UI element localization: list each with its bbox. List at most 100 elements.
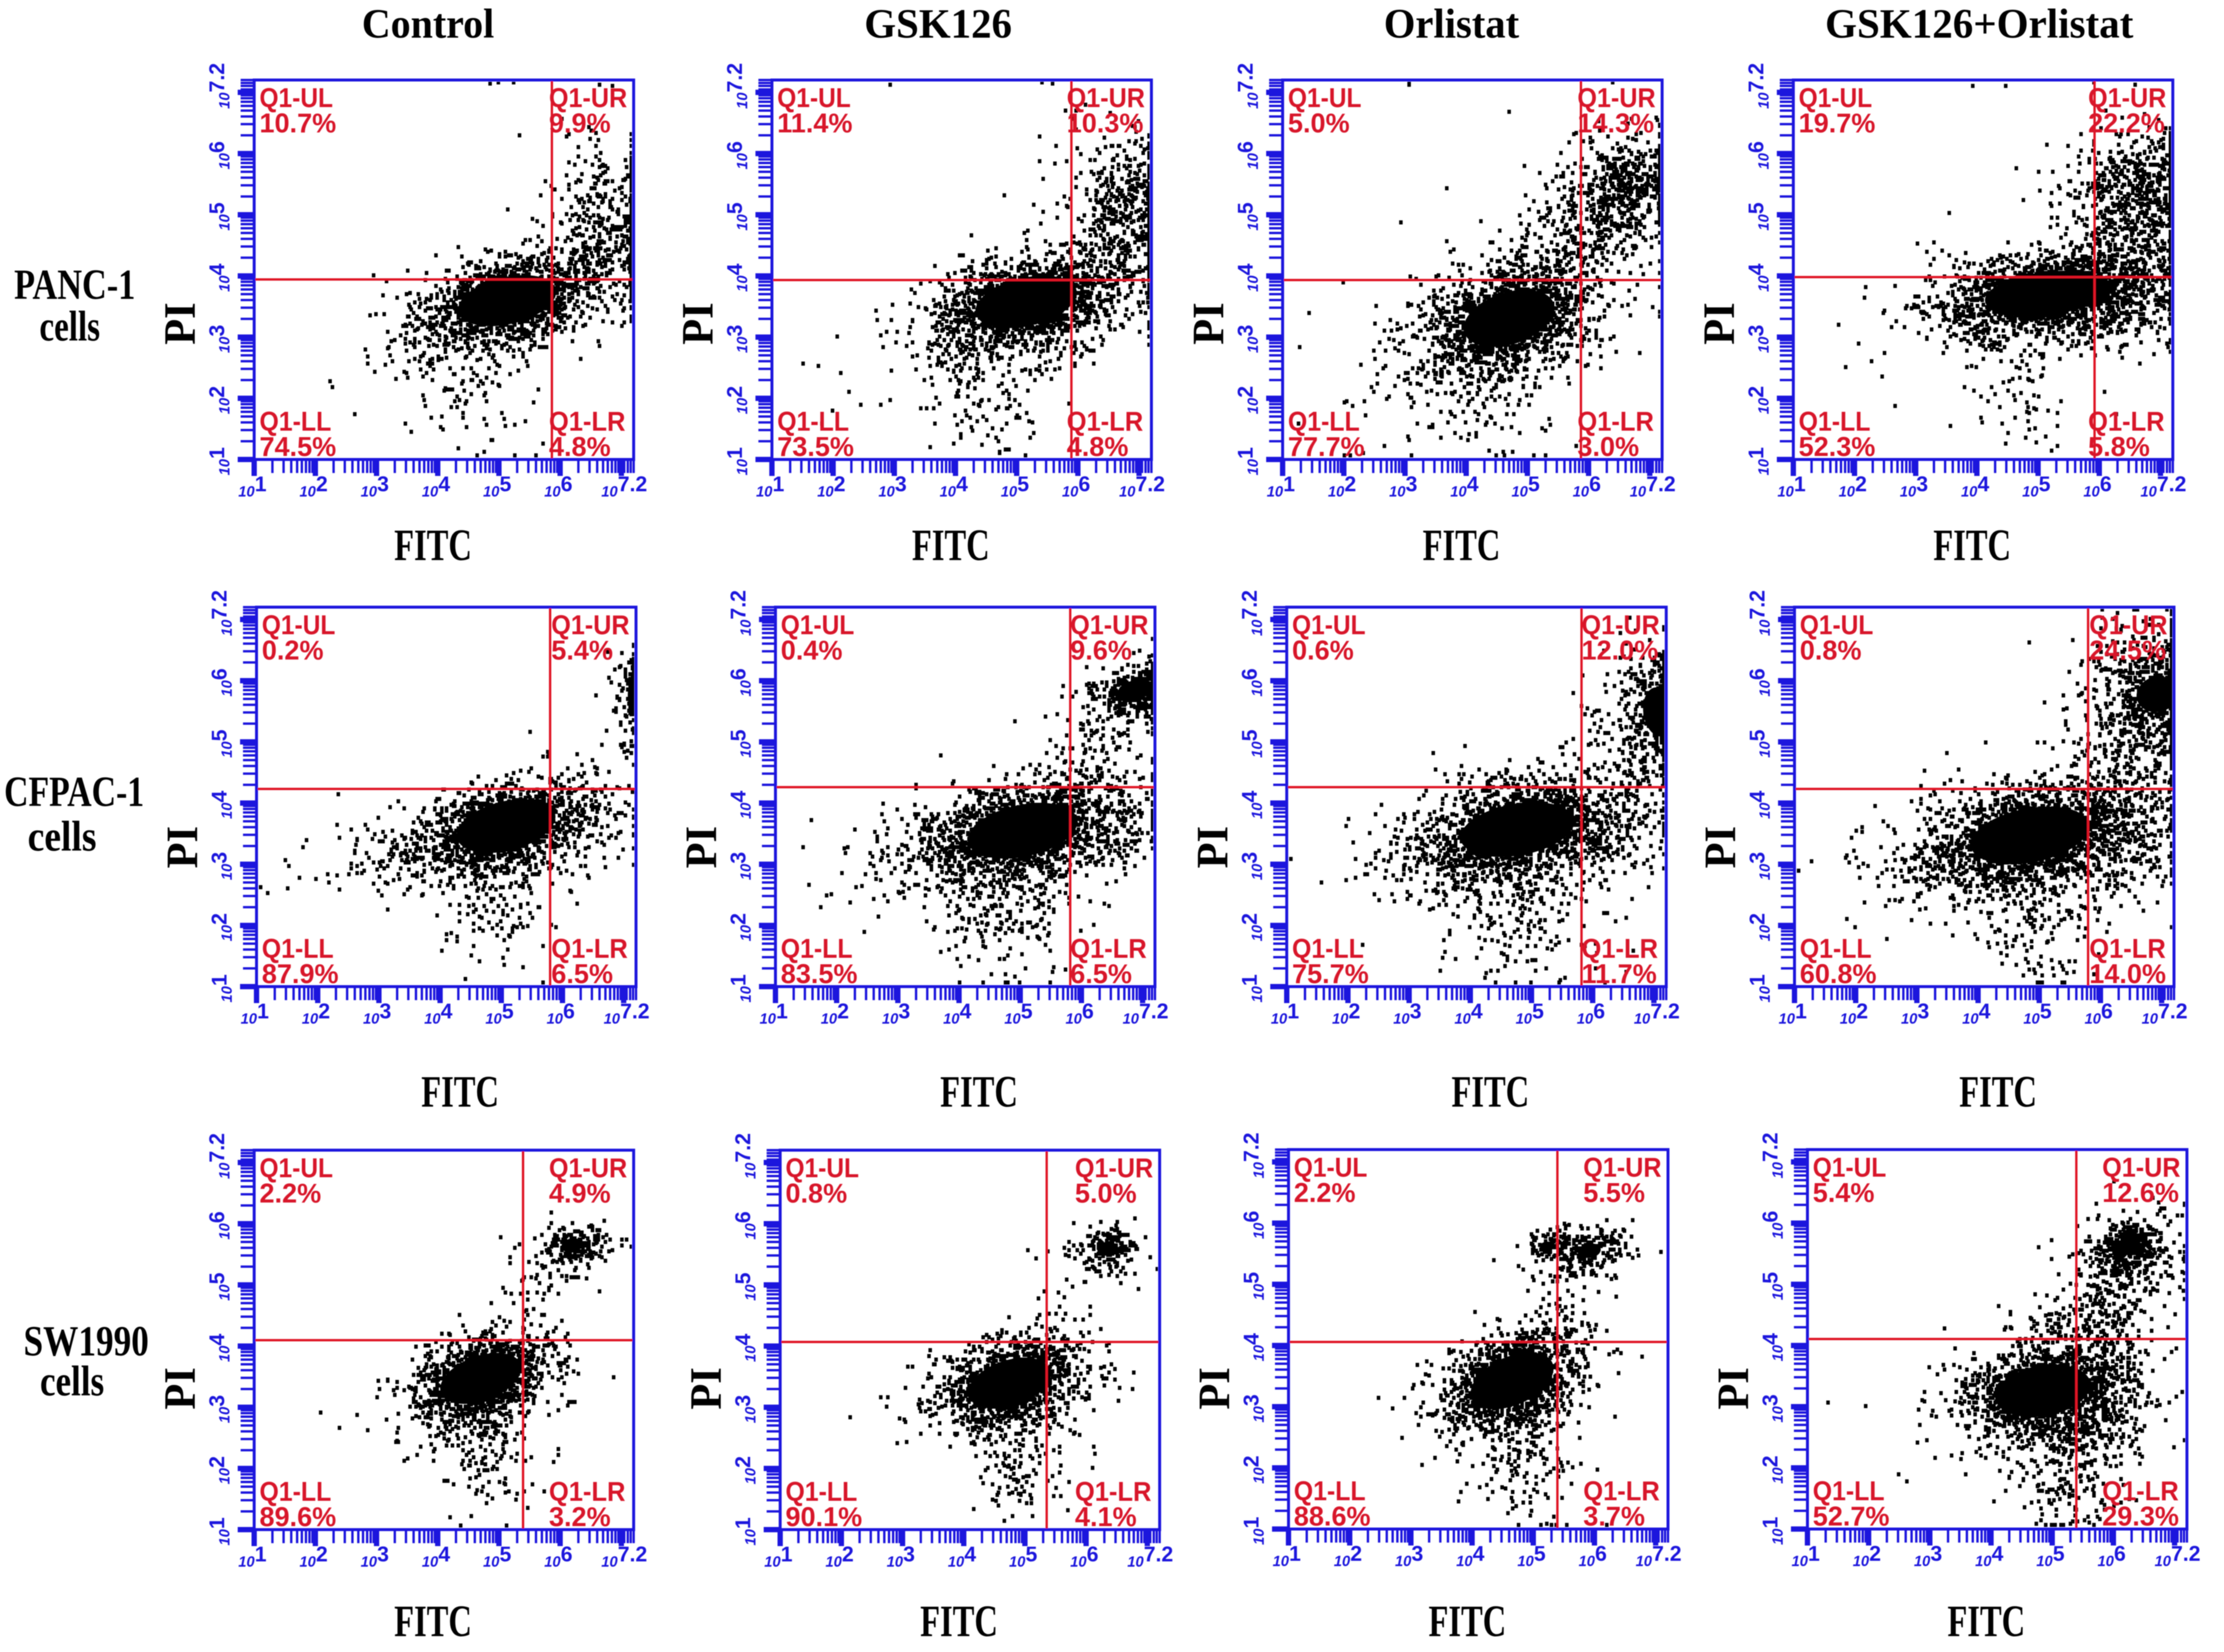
svg-text:10: 10	[1636, 1553, 1652, 1570]
svg-text:10: 10	[1961, 484, 1977, 500]
svg-text:4: 4	[1992, 1541, 2003, 1566]
svg-text:5.4%: 5.4%	[1813, 1177, 1875, 1208]
svg-text:10: 10	[1251, 1345, 1267, 1361]
svg-text:4: 4	[1744, 264, 1768, 275]
svg-text:2: 2	[318, 999, 330, 1023]
svg-text:10: 10	[738, 620, 754, 636]
svg-text:5: 5	[726, 730, 750, 741]
svg-text:6: 6	[1237, 668, 1261, 680]
svg-text:6.5%: 6.5%	[1070, 958, 1132, 989]
svg-text:10: 10	[1334, 1553, 1350, 1570]
svg-text:10: 10	[219, 680, 235, 697]
svg-text:10: 10	[1770, 1223, 1786, 1239]
svg-text:6: 6	[731, 1211, 755, 1223]
svg-text:7.2: 7.2	[731, 1133, 755, 1163]
svg-text:10: 10	[361, 1554, 377, 1570]
svg-text:7.2: 7.2	[1652, 1541, 1682, 1566]
svg-text:10: 10	[238, 1554, 255, 1570]
svg-text:10: 10	[1245, 214, 1261, 231]
svg-text:5: 5	[1534, 1541, 1546, 1566]
svg-text:10: 10	[219, 620, 235, 636]
svg-text:6: 6	[1744, 141, 1768, 153]
svg-text:3: 3	[205, 1395, 229, 1407]
svg-text:5.0%: 5.0%	[1288, 108, 1350, 138]
svg-text:1: 1	[1283, 472, 1295, 496]
svg-text:10: 10	[1251, 1528, 1267, 1545]
svg-text:10: 10	[1757, 802, 1773, 819]
svg-text:1: 1	[255, 1542, 267, 1566]
svg-text:5: 5	[1239, 1272, 1263, 1284]
svg-text:FITC: FITC	[1947, 1597, 2025, 1646]
svg-text:7.2: 7.2	[207, 590, 231, 620]
svg-text:1: 1	[1758, 1517, 1782, 1528]
svg-text:10: 10	[1630, 484, 1646, 500]
svg-text:10: 10	[1770, 1345, 1786, 1361]
svg-text:10: 10	[734, 398, 751, 414]
svg-text:10: 10	[1249, 802, 1266, 819]
svg-text:3: 3	[1758, 1394, 1782, 1406]
svg-text:10: 10	[1757, 620, 1773, 636]
svg-text:10: 10	[734, 459, 751, 475]
svg-text:12.0%: 12.0%	[1582, 635, 1658, 665]
svg-text:22.2%: 22.2%	[2088, 108, 2165, 138]
svg-text:14.0%: 14.0%	[2089, 958, 2166, 989]
svg-text:10.3%: 10.3%	[1067, 108, 1143, 138]
svg-text:10: 10	[241, 1011, 257, 1027]
svg-text:2: 2	[1344, 472, 1356, 496]
svg-text:PI: PI	[1694, 302, 1744, 345]
svg-text:10: 10	[1577, 1011, 1593, 1027]
svg-text:3: 3	[1930, 1541, 1942, 1566]
svg-text:10: 10	[756, 484, 773, 500]
svg-text:PI: PI	[677, 826, 726, 868]
svg-text:10: 10	[1779, 1011, 1795, 1027]
svg-text:3: 3	[731, 1395, 755, 1407]
svg-text:Q1-LR: Q1-LR	[2102, 1476, 2179, 1506]
svg-text:Q1-UL: Q1-UL	[1294, 1152, 1367, 1183]
svg-text:10: 10	[1517, 1553, 1534, 1570]
svg-text:PI: PI	[155, 302, 205, 345]
svg-text:5: 5	[205, 202, 229, 214]
svg-text:10: 10	[2022, 484, 2039, 500]
svg-text:Q1-LL: Q1-LL	[1294, 1476, 1366, 1506]
svg-text:6: 6	[205, 141, 229, 153]
svg-text:10: 10	[1456, 1553, 1473, 1570]
svg-text:10: 10	[1249, 620, 1266, 636]
svg-text:10.7%: 10.7%	[259, 108, 336, 138]
svg-text:75.7%: 75.7%	[1292, 958, 1369, 989]
svg-text:10: 10	[217, 153, 233, 169]
svg-text:4: 4	[438, 1542, 450, 1566]
svg-text:5.5%: 5.5%	[1583, 1177, 1645, 1208]
svg-text:2.2%: 2.2%	[259, 1178, 321, 1208]
svg-text:5.0%: 5.0%	[1075, 1178, 1137, 1208]
svg-text:10: 10	[299, 1554, 316, 1570]
svg-text:7.2: 7.2	[618, 1542, 647, 1566]
svg-text:10: 10	[1756, 153, 1772, 169]
svg-text:10: 10	[1757, 925, 1773, 941]
svg-text:10: 10	[1634, 1011, 1650, 1027]
svg-text:10: 10	[1756, 92, 1772, 109]
svg-text:PI: PI	[1709, 1367, 1758, 1410]
svg-text:FITC: FITC	[1933, 521, 2011, 570]
svg-text:2: 2	[1237, 913, 1261, 925]
svg-text:10: 10	[219, 802, 235, 819]
svg-text:11.7%: 11.7%	[1582, 958, 1657, 989]
svg-text:10: 10	[219, 741, 235, 758]
svg-text:10: 10	[1770, 1406, 1786, 1423]
svg-text:PI: PI	[1190, 1367, 1239, 1410]
svg-text:3: 3	[379, 999, 391, 1023]
svg-text:1: 1	[205, 447, 229, 459]
svg-text:3: 3	[377, 1542, 389, 1566]
svg-text:2: 2	[731, 1456, 755, 1468]
svg-text:10: 10	[1328, 484, 1344, 500]
svg-text:89.6%: 89.6%	[259, 1501, 336, 1532]
svg-text:5: 5	[1745, 730, 1769, 741]
svg-text:10: 10	[734, 214, 751, 231]
svg-text:Q1-LR: Q1-LR	[1582, 933, 1658, 964]
svg-text:73.5%: 73.5%	[777, 431, 854, 462]
svg-text:10: 10	[1511, 484, 1528, 500]
svg-text:10: 10	[738, 741, 754, 758]
svg-text:2: 2	[1855, 472, 1867, 496]
svg-text:10: 10	[424, 1011, 441, 1027]
svg-text:FITC: FITC	[1423, 521, 1500, 570]
svg-text:Q1-LR: Q1-LR	[2089, 933, 2166, 964]
